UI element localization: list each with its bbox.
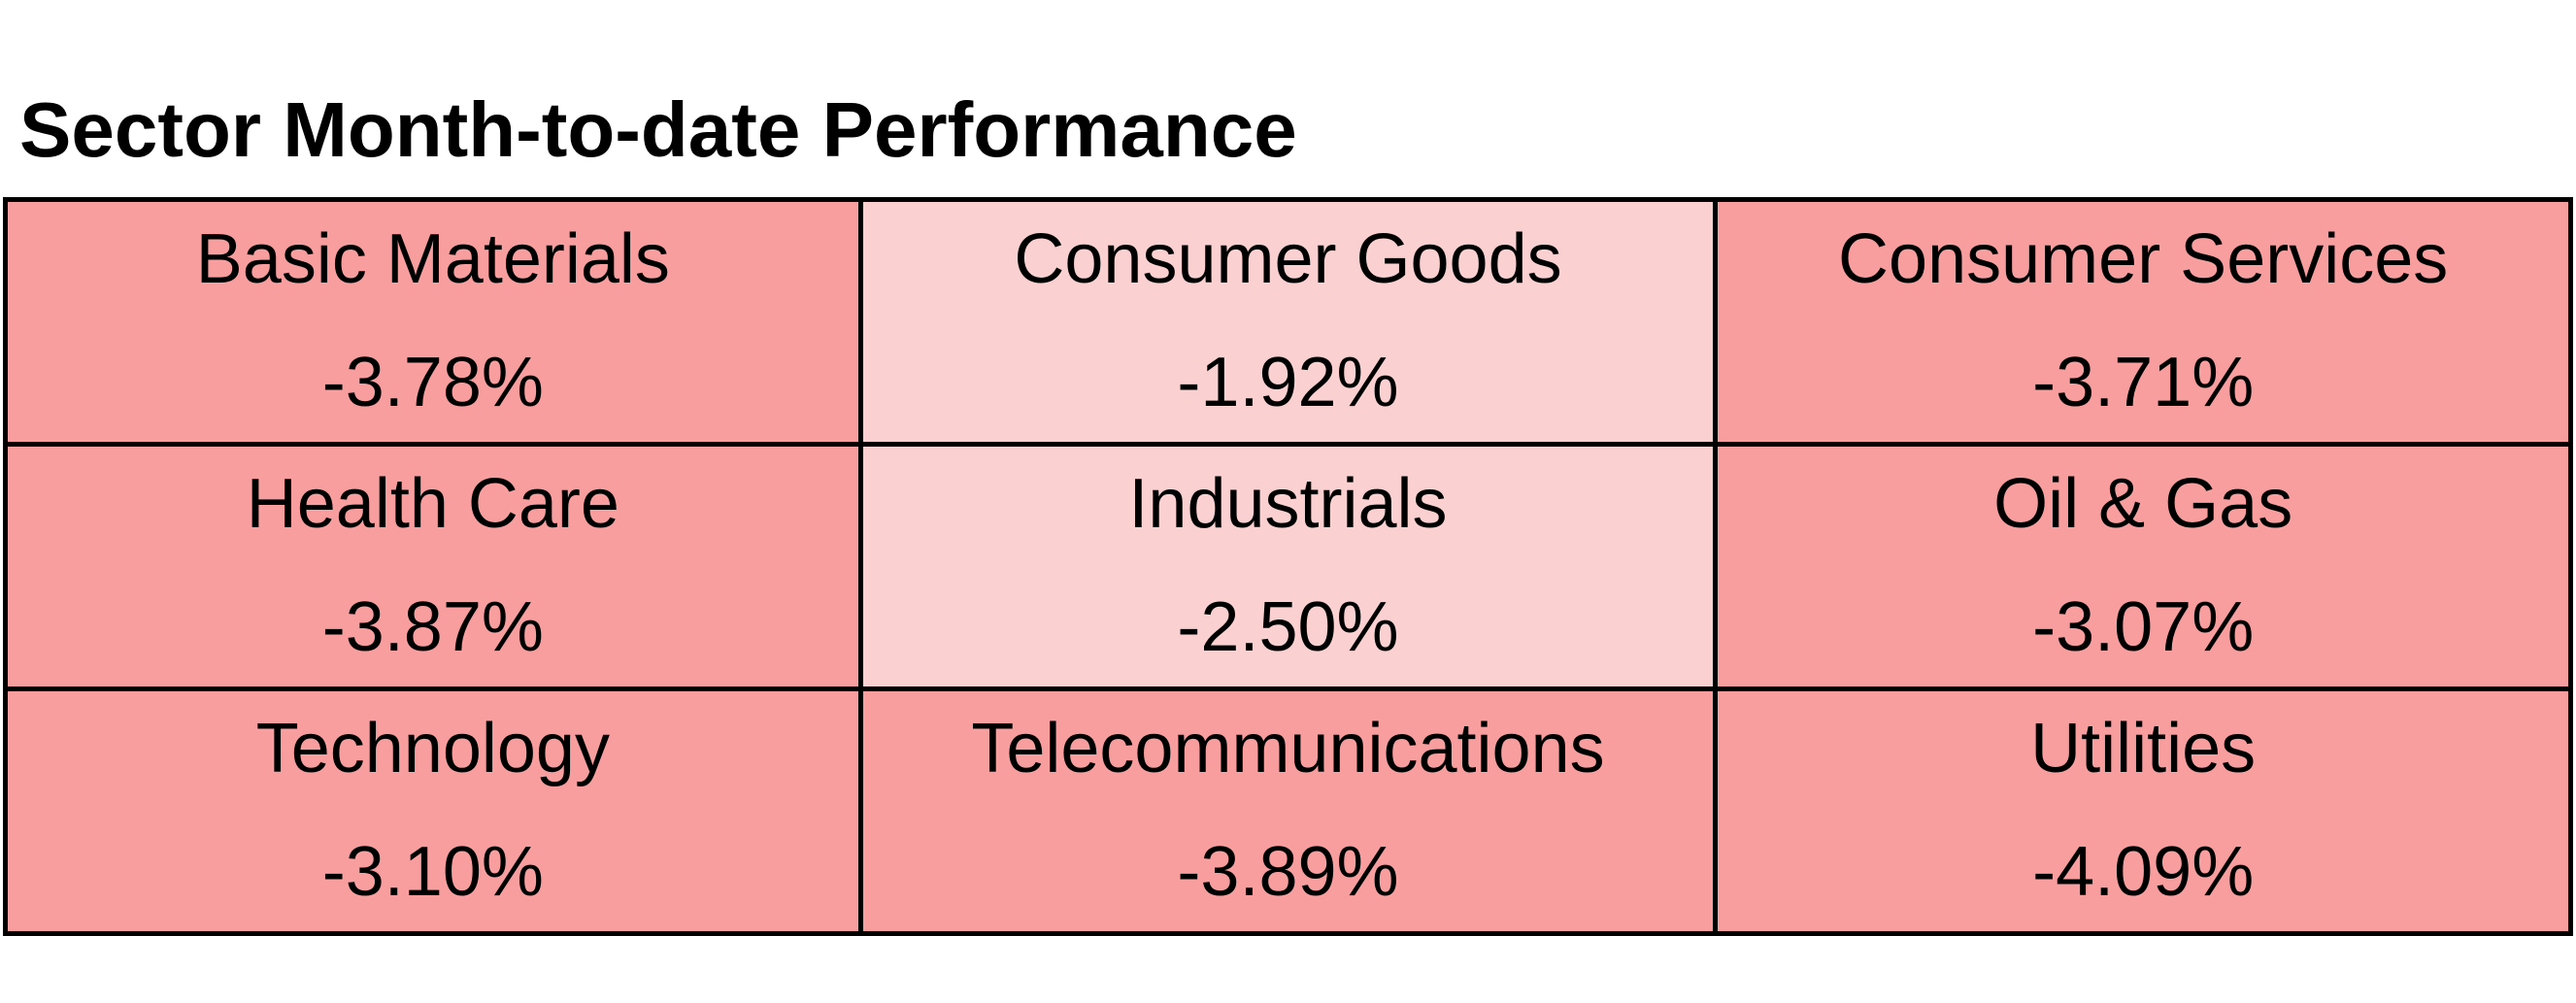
sector-performance: -3.78%: [321, 344, 544, 421]
sector-name: Consumer Goods: [1014, 220, 1562, 298]
sector-cell: Health Care -3.87%: [8, 447, 858, 686]
sector-cell: Basic Materials -3.78%: [8, 202, 858, 442]
sector-cell: Consumer Services -3.71%: [1718, 202, 2568, 442]
sector-performance: -3.71%: [2032, 344, 2255, 421]
sector-name: Health Care: [246, 465, 619, 543]
sector-name: Consumer Services: [1838, 220, 2449, 298]
sector-performance: -3.89%: [1177, 833, 1399, 911]
sector-performance: -1.92%: [1177, 344, 1399, 421]
sector-performance: -3.87%: [321, 588, 544, 666]
sector-performance: -2.50%: [1177, 588, 1399, 666]
title: Sector Month-to-date Performance: [19, 86, 1297, 173]
sector-name: Basic Materials: [195, 220, 670, 298]
sector-cell: Telecommunications -3.89%: [862, 691, 1714, 931]
sector-name: Industrials: [1128, 465, 1448, 543]
sector-performance: -4.09%: [2032, 833, 2255, 911]
sector-name: Utilities: [2030, 710, 2257, 787]
sector-cell: Consumer Goods -1.92%: [862, 202, 1714, 442]
sector-cell: Industrials -2.50%: [862, 447, 1714, 686]
sector-name: Technology: [255, 710, 610, 787]
sector-cell: Utilities -4.09%: [1718, 691, 2568, 931]
sector-performance: -3.07%: [2032, 588, 2255, 666]
sector-cell: Technology -3.10%: [8, 691, 858, 931]
sector-name: Telecommunications: [971, 710, 1605, 787]
sector-cell: Oil & Gas -3.07%: [1718, 447, 2568, 686]
sector-grid: Basic Materials -3.78% Consumer Goods -1.92…: [3, 197, 2573, 936]
sector-performance: -3.10%: [321, 833, 544, 911]
sector-name: Oil & Gas: [1993, 465, 2293, 543]
